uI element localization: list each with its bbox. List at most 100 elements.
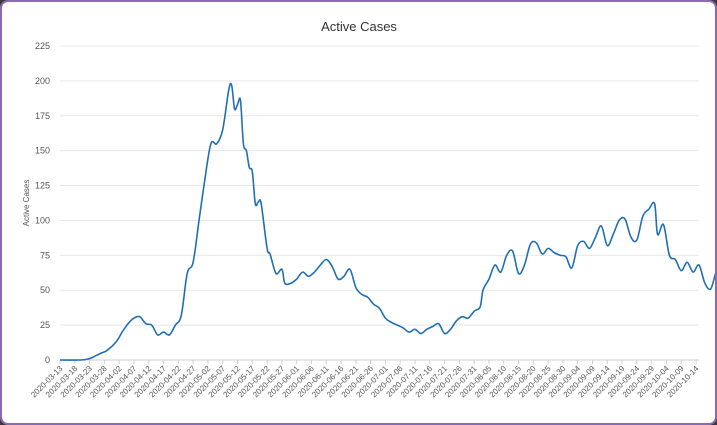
data-point[interactable] xyxy=(436,321,442,327)
data-point[interactable] xyxy=(477,304,483,310)
data-point[interactable] xyxy=(294,276,300,282)
data-point[interactable] xyxy=(684,259,690,265)
data-point[interactable] xyxy=(610,231,616,237)
data-point[interactable] xyxy=(273,271,279,277)
data-point[interactable] xyxy=(353,284,359,290)
data-point[interactable] xyxy=(652,201,658,207)
data-point[interactable] xyxy=(516,271,522,277)
data-point[interactable] xyxy=(545,245,551,251)
data-point[interactable] xyxy=(640,213,646,219)
data-point[interactable] xyxy=(394,322,400,328)
data-point[interactable] xyxy=(341,273,347,279)
data-point[interactable] xyxy=(149,322,155,328)
data-point[interactable] xyxy=(279,266,285,272)
data-point[interactable] xyxy=(661,222,667,228)
data-point[interactable] xyxy=(196,217,202,223)
data-point[interactable] xyxy=(119,329,125,335)
data-point[interactable] xyxy=(57,357,63,363)
data-point[interactable] xyxy=(226,88,232,94)
data-point[interactable] xyxy=(311,269,317,275)
data-point[interactable] xyxy=(300,269,306,275)
data-point[interactable] xyxy=(208,141,214,147)
data-point[interactable] xyxy=(430,324,436,330)
data-point[interactable] xyxy=(317,262,323,268)
data-point[interactable] xyxy=(240,141,246,147)
data-point[interactable] xyxy=(137,314,143,320)
data-point[interactable] xyxy=(480,287,486,293)
data-point[interactable] xyxy=(178,312,184,318)
data-point[interactable] xyxy=(622,216,628,222)
data-point[interactable] xyxy=(666,252,672,258)
data-point[interactable] xyxy=(306,273,312,279)
data-point[interactable] xyxy=(702,280,708,286)
data-point[interactable] xyxy=(492,262,498,268)
data-point[interactable] xyxy=(655,231,661,237)
data-point[interactable] xyxy=(238,97,244,103)
data-point[interactable] xyxy=(628,234,634,240)
data-point[interactable] xyxy=(533,240,539,246)
data-point[interactable] xyxy=(708,286,714,292)
data-point[interactable] xyxy=(113,339,119,345)
data-point[interactable] xyxy=(382,315,388,321)
data-point[interactable] xyxy=(412,326,418,332)
data-point[interactable] xyxy=(172,322,178,328)
data-point[interactable] xyxy=(131,315,137,321)
data-point[interactable] xyxy=(581,238,587,244)
data-point[interactable] xyxy=(604,243,610,249)
data-point[interactable] xyxy=(258,201,264,207)
data-point[interactable] xyxy=(98,350,104,356)
data-point[interactable] xyxy=(167,332,173,338)
data-point[interactable] xyxy=(598,223,604,229)
data-point[interactable] xyxy=(143,321,149,327)
data-point[interactable] xyxy=(634,237,640,243)
data-point[interactable] xyxy=(672,257,678,263)
data-point[interactable] xyxy=(678,268,684,274)
data-point[interactable] xyxy=(249,169,255,175)
data-point[interactable] xyxy=(335,276,341,282)
data-point[interactable] xyxy=(593,234,599,240)
data-point[interactable] xyxy=(78,357,84,363)
data-point[interactable] xyxy=(388,319,394,325)
data-point[interactable] xyxy=(93,353,99,359)
data-point[interactable] xyxy=(418,331,424,337)
data-point[interactable] xyxy=(267,251,273,257)
data-point[interactable] xyxy=(448,326,454,332)
data-point[interactable] xyxy=(563,254,569,260)
data-point[interactable] xyxy=(471,308,477,314)
data-point[interactable] xyxy=(498,269,504,275)
data-point[interactable] xyxy=(87,356,93,362)
data-point[interactable] xyxy=(190,259,196,265)
data-point[interactable] xyxy=(377,305,383,311)
data-point[interactable] xyxy=(161,329,167,335)
data-point[interactable] xyxy=(539,251,545,257)
data-point[interactable] xyxy=(714,268,715,274)
data-point[interactable] xyxy=(202,176,208,182)
data-point[interactable] xyxy=(155,332,161,338)
data-point[interactable] xyxy=(696,262,702,268)
data-point[interactable] xyxy=(184,271,190,277)
data-point[interactable] xyxy=(264,245,270,251)
data-point[interactable] xyxy=(243,148,249,154)
data-point[interactable] xyxy=(527,241,533,247)
data-point[interactable] xyxy=(329,264,335,270)
data-point[interactable] xyxy=(690,269,696,275)
data-point[interactable] xyxy=(288,280,294,286)
data-point[interactable] xyxy=(400,325,406,331)
data-point[interactable] xyxy=(214,141,220,147)
data-point[interactable] xyxy=(125,321,131,327)
data-point[interactable] xyxy=(522,262,528,268)
data-point[interactable] xyxy=(442,331,448,337)
data-point[interactable] xyxy=(104,347,110,353)
data-point[interactable] xyxy=(465,315,471,321)
data-point[interactable] xyxy=(220,127,226,133)
data-point[interactable] xyxy=(646,206,652,212)
data-point[interactable] xyxy=(424,326,430,332)
data-point[interactable] xyxy=(504,252,510,258)
data-point[interactable] xyxy=(551,250,557,256)
data-point[interactable] xyxy=(587,245,593,251)
data-point[interactable] xyxy=(323,257,329,263)
data-point[interactable] xyxy=(616,217,622,223)
data-point[interactable] xyxy=(453,318,459,324)
data-point[interactable] xyxy=(406,329,412,335)
data-point[interactable] xyxy=(359,291,365,297)
